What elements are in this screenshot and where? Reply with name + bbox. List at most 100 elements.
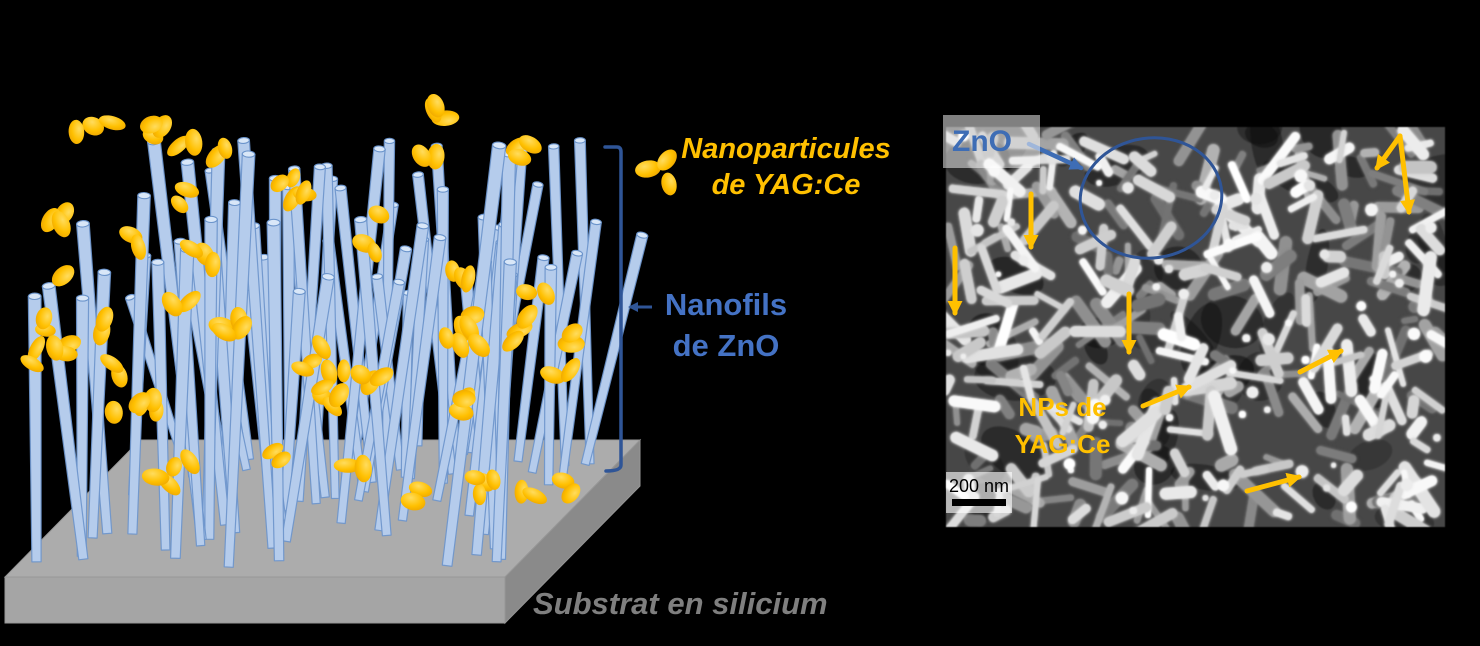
yagce-nanoparticle xyxy=(166,457,182,477)
yagce-nanoparticle xyxy=(51,265,75,287)
sem-nps-arrow xyxy=(1244,472,1302,494)
yagce-nanoparticle xyxy=(508,149,532,166)
yagce-nanoparticle xyxy=(179,239,203,258)
yagce-nanoparticle xyxy=(46,335,64,361)
yagce-nanoparticle xyxy=(322,396,343,417)
zno-nanowire-cap xyxy=(491,141,507,150)
yagce-nanoparticle xyxy=(104,400,123,424)
yagce-nanoparticle xyxy=(170,195,189,214)
zno-nanowire-cap xyxy=(151,258,165,266)
zno-nanowire-cap xyxy=(313,163,326,171)
yagce-nanoparticle xyxy=(161,291,183,317)
yagce-nanoparticle xyxy=(369,367,394,387)
zno-nanowire-cap xyxy=(412,171,424,178)
label-nanoparticles: Nanoparticules de YAG:Ce xyxy=(652,131,920,203)
label-substrate: Substrat en silicium xyxy=(533,586,828,622)
substrate-side-face xyxy=(504,438,641,625)
yagce-nanoparticle xyxy=(472,483,487,506)
sem-scalebar-line xyxy=(952,499,1006,506)
zno-nanowire-cap xyxy=(137,191,151,200)
yagce-nanoparticle xyxy=(271,451,291,469)
zno-nanowire-cap xyxy=(76,220,90,228)
sem-label-zno-text: ZnO xyxy=(952,124,1012,158)
yagce-nanoparticle xyxy=(464,470,486,486)
zno-nanowire xyxy=(27,295,42,563)
yagce-nanoparticle xyxy=(35,307,53,330)
zno-nanowire-cap xyxy=(399,245,413,253)
substrate-front-face xyxy=(4,576,506,624)
zno-nanowire-cap xyxy=(321,273,335,281)
yagce-nanoparticle xyxy=(426,93,445,118)
zno-nanowire-cap xyxy=(204,215,218,224)
sem-nps-arrow xyxy=(1297,348,1344,375)
sem-nps-arrow xyxy=(1397,133,1416,215)
yagce-nanoparticle xyxy=(312,335,331,360)
yagce-nanoparticle xyxy=(204,251,221,278)
yagce-nanoparticle xyxy=(427,143,445,170)
yagce-nanoparticle xyxy=(180,449,200,475)
zno-nanowire-cap xyxy=(573,137,586,144)
yagce-nanoparticle xyxy=(451,332,470,358)
zno-nanowire-cap xyxy=(547,143,560,150)
sem-label-nps-line2: YAG:Ce xyxy=(1014,429,1111,459)
yagce-nanoparticle xyxy=(468,333,490,358)
sem-label-zno: ZnO xyxy=(943,115,1040,168)
yagce-nanoparticle xyxy=(350,364,372,385)
zno-nanowire-cap xyxy=(532,181,544,188)
yagce-nanoparticle xyxy=(100,354,124,373)
zno-nanowire-cap xyxy=(97,268,112,276)
zno-nanowire-cap xyxy=(228,199,241,207)
yagce-nanoparticle xyxy=(185,128,203,156)
yagce-nanoparticle xyxy=(320,359,338,385)
zno-nanowire-cap xyxy=(334,184,347,192)
label-nanoparticles-line2: de YAG:Ce xyxy=(711,169,861,201)
yagce-nanoparticle xyxy=(311,379,334,396)
yagce-nanoparticle xyxy=(144,387,163,413)
yagce-nanoparticle xyxy=(452,389,476,408)
yagce-nanoparticle xyxy=(411,144,432,167)
yagce-nanoparticle xyxy=(635,160,661,178)
yagce-nanoparticle xyxy=(295,180,312,205)
zno-nanowire-cap xyxy=(571,249,584,257)
yagce-nanoparticle xyxy=(178,290,201,313)
sem-scalebar: 200 nm xyxy=(946,472,1012,513)
yagce-nanoparticle xyxy=(368,205,390,224)
yagce-nanoparticle xyxy=(333,458,362,473)
yagce-nanoparticle xyxy=(400,492,426,511)
yagce-nanoparticle xyxy=(537,282,555,305)
sem-label-nps-line1: NPs de xyxy=(1018,392,1107,422)
yagce-nanoparticle xyxy=(516,284,538,301)
yagce-nanoparticle xyxy=(354,454,372,483)
zno-nanowire-cap xyxy=(416,222,430,230)
yagce-nanoparticle xyxy=(20,355,44,373)
yagce-nanoparticle xyxy=(337,359,351,383)
zno-nanowire-cap xyxy=(537,254,550,262)
yagce-nanoparticle xyxy=(551,472,575,489)
zno-nanowire-cap xyxy=(590,218,602,226)
sem-label-nps: NPs de YAG:Ce xyxy=(1014,389,1111,463)
yagce-nanoparticle xyxy=(167,135,190,157)
yagce-nanoparticle xyxy=(486,469,501,490)
zno-nanowire-cap xyxy=(237,137,250,144)
zno-nanowire-cap xyxy=(180,158,195,166)
sem-zno-ellipse-highlight xyxy=(1078,136,1224,260)
yagce-nanoparticle xyxy=(211,322,237,342)
yagce-nanoparticle xyxy=(657,149,677,171)
sem-scalebar-text: 200 nm xyxy=(948,476,1010,496)
yagce-nanoparticle xyxy=(502,330,524,352)
yagce-nanoparticle xyxy=(367,242,382,263)
yagce-nanoparticle xyxy=(68,119,85,144)
yagce-nanoparticle xyxy=(518,135,542,154)
zno-nanowire-cap xyxy=(292,287,306,295)
zno-nanowire-cap xyxy=(371,273,384,280)
zno-nanowire-cap xyxy=(373,145,386,153)
yagce-nanoparticle xyxy=(140,115,163,134)
label-nanowires-line2: de ZnO xyxy=(672,328,780,363)
label-nanowires: Nanofils de ZnO xyxy=(633,284,819,366)
yagce-nanoparticle xyxy=(95,306,114,332)
sem-nps-arrow xyxy=(1374,133,1403,171)
zno-nanowire-cap xyxy=(354,216,368,224)
sem-annotations xyxy=(947,133,1416,494)
yagce-nanoparticle xyxy=(561,483,581,504)
